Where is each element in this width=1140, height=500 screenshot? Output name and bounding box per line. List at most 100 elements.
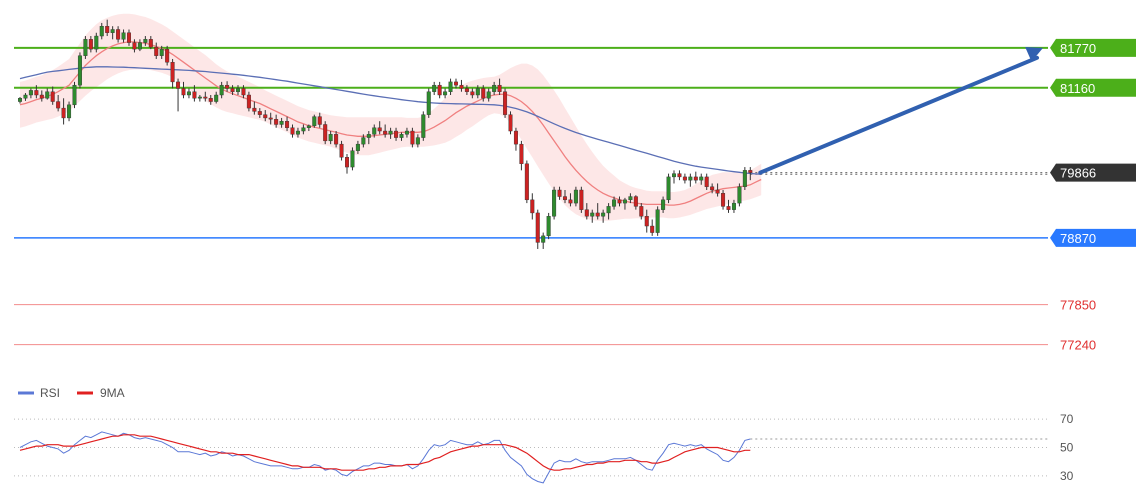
candle-body bbox=[383, 130, 388, 135]
rsi-lines bbox=[19, 431, 751, 484]
candle-body bbox=[67, 104, 72, 119]
candle bbox=[628, 193, 633, 204]
candle bbox=[464, 85, 469, 95]
candle-body bbox=[88, 39, 93, 50]
candle bbox=[317, 112, 322, 128]
candle bbox=[192, 85, 197, 102]
candle bbox=[475, 85, 480, 99]
candle-body bbox=[552, 189, 557, 217]
candle bbox=[334, 131, 339, 148]
candle-body bbox=[252, 107, 257, 112]
candle-body bbox=[132, 42, 137, 50]
candle-body bbox=[470, 91, 475, 96]
ma-slow-line bbox=[19, 66, 762, 175]
candle-body bbox=[639, 206, 644, 217]
support-1-label-box bbox=[1050, 228, 1136, 247]
candle bbox=[655, 206, 660, 236]
candle-body bbox=[208, 98, 213, 102]
candle bbox=[137, 39, 142, 52]
rsi-legend: RSI 9MA bbox=[18, 386, 125, 400]
candle-body bbox=[274, 119, 279, 125]
candle bbox=[94, 32, 99, 53]
candle-body bbox=[126, 32, 131, 43]
candle bbox=[241, 85, 246, 99]
candle bbox=[301, 124, 306, 135]
candle-body bbox=[203, 96, 208, 99]
candle-body bbox=[563, 196, 568, 201]
candle-body bbox=[731, 202, 736, 210]
candle-body bbox=[328, 134, 333, 142]
candle-body bbox=[633, 196, 638, 207]
rsi-guides bbox=[14, 418, 1048, 477]
candle bbox=[61, 98, 66, 125]
candle bbox=[295, 127, 300, 138]
candle-body bbox=[519, 143, 524, 164]
candle bbox=[612, 196, 617, 210]
candle-body bbox=[154, 46, 159, 56]
candle-body bbox=[159, 48, 164, 56]
candle bbox=[579, 186, 584, 213]
candle bbox=[268, 112, 273, 125]
candle-body bbox=[263, 114, 268, 119]
candle-body bbox=[143, 39, 148, 43]
candle-body bbox=[601, 212, 606, 217]
candle-body bbox=[246, 94, 251, 109]
candle-body bbox=[285, 121, 290, 128]
candle bbox=[503, 88, 508, 118]
candle-body bbox=[426, 91, 431, 115]
candle bbox=[437, 81, 442, 99]
rsi-tick-50: 50 bbox=[1060, 441, 1074, 455]
candle-body bbox=[339, 143, 344, 158]
candle-body bbox=[394, 130, 399, 138]
candle-body bbox=[693, 176, 698, 181]
candle-body bbox=[513, 130, 518, 145]
candle-body bbox=[622, 199, 627, 204]
candle-body bbox=[121, 32, 126, 40]
candle bbox=[715, 183, 720, 197]
candle bbox=[661, 196, 666, 213]
candle bbox=[563, 190, 568, 204]
candle-body bbox=[186, 91, 191, 96]
candle bbox=[154, 42, 159, 59]
candle bbox=[388, 127, 393, 139]
candle bbox=[110, 26, 115, 40]
candle bbox=[72, 81, 77, 109]
candle bbox=[257, 108, 262, 118]
rsi-legend-label: RSI bbox=[40, 386, 60, 400]
candle bbox=[470, 88, 475, 99]
candle bbox=[742, 167, 747, 190]
candle-body bbox=[116, 29, 121, 40]
candle-body bbox=[541, 235, 546, 243]
candle bbox=[557, 186, 562, 200]
candle bbox=[513, 127, 518, 151]
candle-body bbox=[410, 130, 415, 145]
candle bbox=[176, 78, 181, 112]
candle bbox=[699, 173, 704, 185]
candle-body bbox=[350, 150, 355, 168]
candle-body bbox=[415, 137, 420, 145]
bollinger-band bbox=[20, 13, 762, 221]
candle-body bbox=[176, 81, 181, 89]
candle bbox=[748, 167, 753, 181]
candle bbox=[39, 90, 44, 102]
candle bbox=[116, 26, 121, 43]
candle bbox=[617, 196, 622, 207]
candle bbox=[279, 117, 284, 128]
candle-body bbox=[306, 125, 311, 128]
candle bbox=[366, 131, 371, 145]
candle-body bbox=[197, 96, 202, 99]
candle bbox=[399, 132, 404, 141]
candle bbox=[306, 124, 311, 132]
candle-body bbox=[192, 91, 197, 99]
candle-body bbox=[214, 94, 219, 102]
candle bbox=[530, 193, 535, 220]
candle bbox=[214, 91, 219, 104]
candle-body bbox=[617, 199, 622, 204]
candle-body bbox=[524, 163, 529, 201]
candle-body bbox=[72, 84, 77, 106]
candle-body bbox=[312, 116, 317, 126]
candle bbox=[34, 85, 39, 99]
candle-body bbox=[475, 88, 480, 96]
candle-body bbox=[34, 90, 39, 96]
